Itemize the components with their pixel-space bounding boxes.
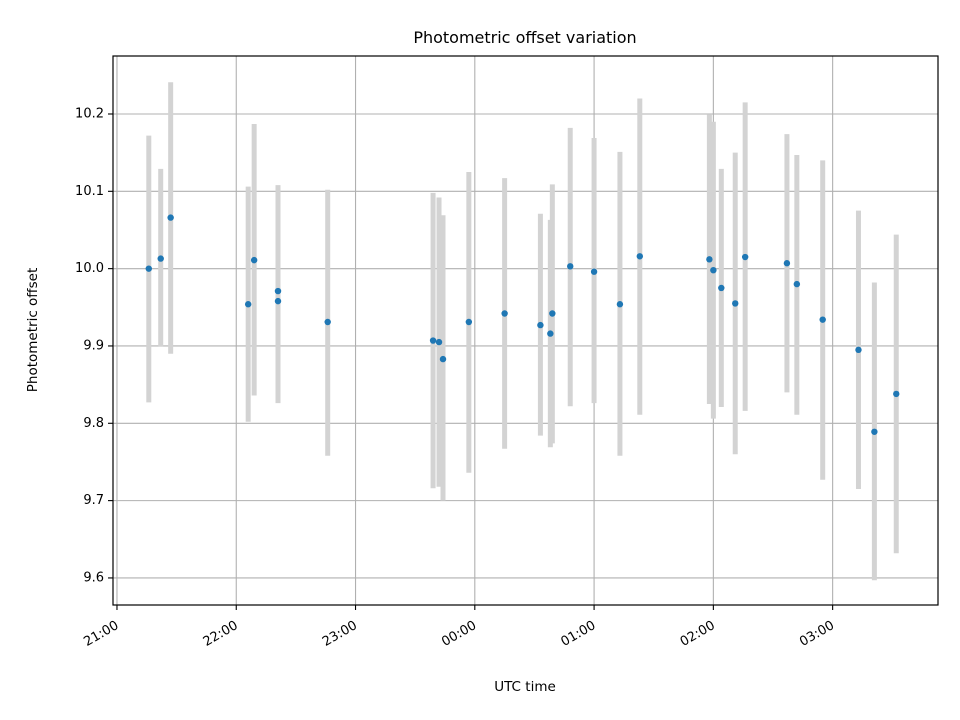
- data-point: [145, 265, 152, 272]
- data-point: [547, 330, 554, 337]
- data-point: [636, 253, 644, 260]
- data-point: [590, 268, 598, 275]
- data-points: [145, 214, 900, 435]
- data-point: [435, 338, 443, 346]
- data-point: [274, 297, 282, 305]
- data-point: [439, 355, 447, 363]
- data-point: [706, 256, 713, 263]
- y-tick-label: 9.6: [83, 570, 104, 585]
- data-point: [732, 300, 739, 307]
- data-point: [793, 280, 801, 288]
- y-tick-label: 10.0: [75, 261, 104, 276]
- data-point: [616, 301, 624, 308]
- y-axis: 9.6 9.7 9.8 9.9 10.0 10.1 10.2: [75, 106, 113, 585]
- data-point: [783, 260, 791, 267]
- data-point: [167, 214, 174, 221]
- data-point: [549, 310, 556, 317]
- plot-frame: [112, 55, 939, 606]
- data-point: [157, 255, 164, 262]
- y-axis-label: Photometric offset: [25, 268, 41, 392]
- data-point: [855, 346, 862, 354]
- data-point: [718, 284, 725, 292]
- data-point: [567, 263, 574, 270]
- y-tick-label: 10.1: [75, 184, 104, 199]
- y-tick-label: 9.9: [83, 338, 104, 353]
- data-point: [893, 390, 900, 398]
- data-point: [819, 316, 826, 323]
- data-point: [429, 337, 437, 344]
- x-axis-label: UTC time: [494, 679, 556, 695]
- y-tick-label: 10.2: [75, 106, 104, 121]
- data-point: [324, 318, 331, 326]
- data-point: [871, 428, 878, 435]
- data-point: [465, 318, 473, 326]
- data-point: [537, 321, 544, 329]
- y-tick-label: 9.8: [83, 416, 104, 431]
- chart-title: Photometric offset variation: [413, 28, 636, 47]
- data-point: [250, 256, 258, 264]
- data-point: [244, 301, 252, 308]
- data-point: [710, 266, 717, 274]
- data-point: [274, 287, 282, 295]
- data-point: [501, 310, 508, 317]
- y-tick-label: 9.7: [83, 493, 104, 508]
- data-point: [741, 253, 749, 261]
